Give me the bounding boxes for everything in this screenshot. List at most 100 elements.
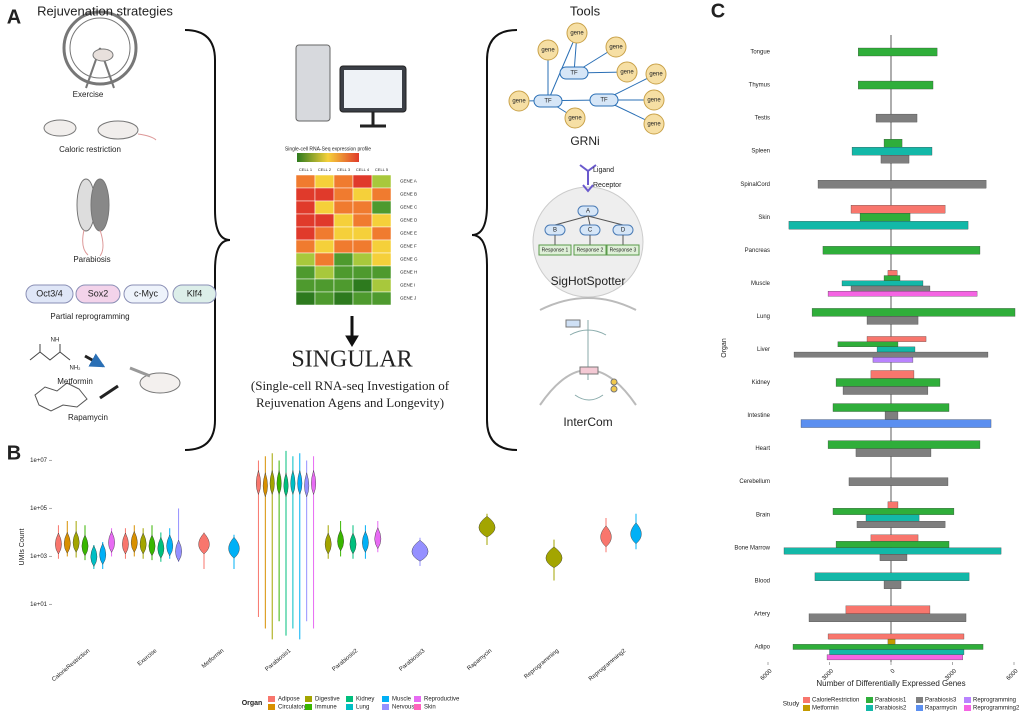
- heatmap-cell: [314, 187, 335, 202]
- gene-node-label: gene: [649, 72, 663, 78]
- y-axis-label: UMIs Count: [19, 528, 26, 565]
- bar: [837, 341, 899, 347]
- cell-label: CELL 3: [337, 167, 351, 172]
- legend-label: Parabiosis1: [875, 698, 907, 704]
- heatmap-cell: [314, 213, 335, 228]
- legend-swatch: [346, 704, 353, 710]
- heatmap-cell: [371, 252, 392, 267]
- factor-label: c-Myc: [134, 288, 158, 298]
- tail: [82, 229, 104, 257]
- violin-body: [600, 525, 612, 548]
- legend-label: Kidney: [356, 697, 374, 703]
- legend-label: Nervous: [392, 705, 414, 711]
- heatmap-cell: [295, 291, 316, 306]
- gene-node-label: gene: [568, 116, 582, 122]
- y-tick-label: Cerebellum: [739, 479, 770, 485]
- rat: [43, 119, 77, 137]
- violin-body: [276, 469, 282, 495]
- legend-swatch: [382, 696, 389, 702]
- y-tick-label: Blood: [755, 578, 770, 584]
- bar: [783, 547, 1002, 555]
- signal-node-label: C: [588, 228, 593, 234]
- section-title: Rejuvenation strategies: [37, 3, 173, 18]
- violin-body: [148, 534, 156, 557]
- y-tick-label: 1e+05: [30, 506, 48, 512]
- heatmap-cell: [314, 278, 335, 293]
- violin-body: [157, 536, 165, 559]
- section-title: Tools: [570, 3, 601, 18]
- y-tick-label: Lung: [757, 314, 770, 320]
- x-tick-label: Exercise: [137, 648, 159, 668]
- heatmap-cell: [371, 213, 392, 228]
- label: Ligand: [593, 167, 614, 174]
- heatmap-cell: [333, 265, 354, 280]
- legend-swatch: [305, 704, 312, 710]
- bar: [887, 638, 896, 645]
- heatmap-cell: [314, 252, 335, 267]
- heatmap-colorbar: [297, 153, 359, 162]
- bar: [872, 357, 914, 363]
- bar: [883, 275, 901, 281]
- violin-body: [63, 531, 71, 554]
- bar: [887, 270, 898, 276]
- protein: [579, 366, 599, 375]
- label: Single-cell RNA-Seq expression profile: [285, 146, 371, 152]
- bar: [866, 336, 927, 342]
- protein: [565, 319, 581, 328]
- heatmap-cell: [352, 278, 373, 293]
- bar: [856, 521, 946, 528]
- illustrations: [29, 10, 644, 451]
- bar: [800, 419, 992, 428]
- bar: [808, 613, 967, 622]
- heatmap-cell: [333, 291, 354, 306]
- tool-subtitle: (Single-cell RNA-seq Investigation of: [251, 378, 450, 393]
- label: Receptor: [593, 182, 622, 189]
- tf-label: TF: [600, 98, 608, 104]
- factor-pill: [172, 284, 217, 304]
- bar: [875, 113, 918, 123]
- bar: [870, 534, 919, 542]
- violin-body: [311, 469, 317, 495]
- panel-label: B: [7, 442, 21, 464]
- violin-body: [304, 472, 310, 498]
- heatmap-cell: [352, 239, 373, 254]
- gene-label: GENE G: [400, 257, 418, 262]
- gene-node: [537, 39, 559, 61]
- gene-node-label: gene: [570, 31, 584, 37]
- signal-node-label: B: [553, 228, 557, 234]
- gene-node: [566, 22, 588, 44]
- violin-body: [228, 536, 240, 559]
- label: Parabiosis: [73, 255, 110, 264]
- heatmap-cell: [314, 226, 335, 241]
- gene-label: GENE H: [400, 270, 417, 275]
- bar: [832, 508, 955, 515]
- bar: [827, 440, 981, 449]
- factor-label: Klf4: [187, 288, 203, 298]
- heatmap-cell: [314, 239, 335, 254]
- bar: [887, 501, 899, 509]
- heatmap-cell: [295, 187, 316, 202]
- y-tick-label: 1e+01: [30, 602, 48, 608]
- heatmap-cell: [352, 187, 373, 202]
- bar: [814, 572, 970, 581]
- violin-body: [139, 532, 147, 555]
- y-axis-label: Organ: [721, 338, 728, 358]
- response-label: Response 1: [542, 247, 569, 253]
- label: Exercise: [73, 90, 104, 99]
- rapamycin-molecule: [34, 382, 88, 412]
- y-tick-label: 1e+03: [30, 554, 48, 560]
- legend-label: Lung: [356, 705, 369, 711]
- bar: [850, 285, 931, 292]
- tail: [137, 133, 157, 141]
- metformin-molecule: [29, 344, 71, 361]
- panel-label: A: [7, 6, 21, 28]
- cell-membrane: [539, 297, 637, 311]
- heatmap-cell: [352, 213, 373, 228]
- gene-label: GENE A: [400, 179, 417, 184]
- legend-title: Study: [783, 701, 800, 708]
- heatmap-cell: [352, 252, 373, 267]
- bar: [880, 154, 910, 164]
- x-tick-label: Reprogramming2: [588, 648, 628, 683]
- heatmap-cell: [333, 213, 354, 228]
